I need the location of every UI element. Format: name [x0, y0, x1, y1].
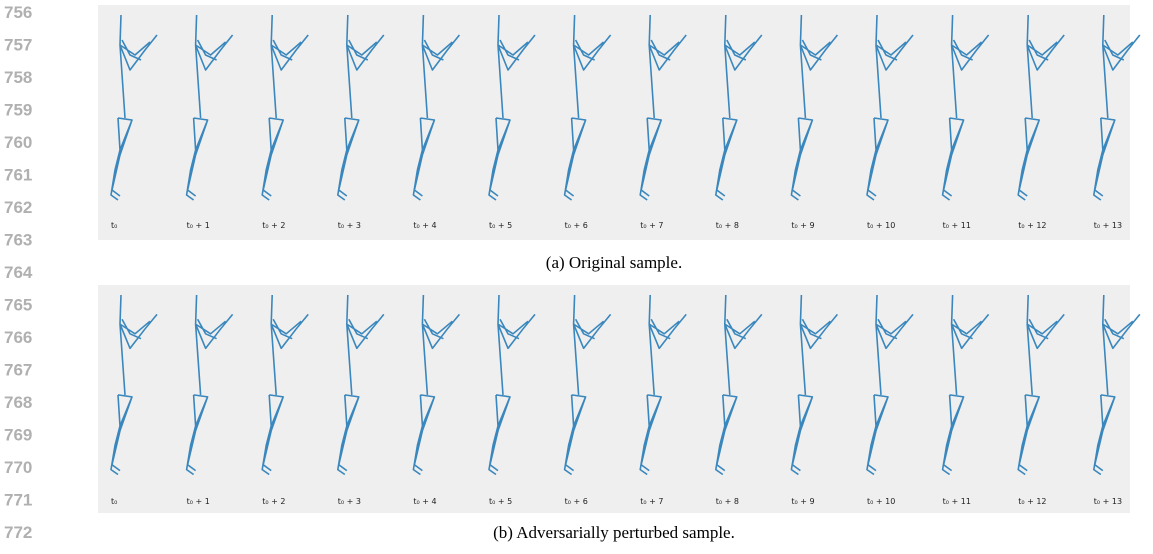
line-number: 765 [4, 296, 32, 315]
frame-label: t₀ + 1 [187, 221, 210, 230]
line-number: 758 [4, 68, 32, 87]
panel-a-background [98, 5, 1130, 240]
frame-label: t₀ + 10 [867, 497, 895, 506]
frame-label: t₀ + 4 [413, 221, 436, 230]
frame-label: t₀ + 12 [1018, 221, 1046, 230]
line-number: 760 [4, 133, 32, 152]
frame-label: t₀ + 8 [716, 221, 739, 230]
frame-label: t₀ [111, 497, 117, 506]
frame-label: t₀ + 10 [867, 221, 895, 230]
frame-label: t₀ + 5 [489, 497, 512, 506]
frame-label: t₀ + 3 [338, 497, 361, 506]
frame-label: t₀ + 2 [262, 221, 285, 230]
frame-label: t₀ + 7 [640, 497, 663, 506]
frame-label: t₀ + 3 [338, 221, 361, 230]
line-number: 759 [4, 101, 32, 120]
line-number: 761 [4, 166, 32, 185]
line-number: 770 [4, 458, 32, 477]
frame-label: t₀ + 7 [640, 221, 663, 230]
frame-label: t₀ + 6 [565, 221, 588, 230]
frame-label: t₀ + 12 [1018, 497, 1046, 506]
line-number: 772 [4, 523, 32, 542]
caption: (a) Original sample. [546, 253, 682, 272]
line-number: 766 [4, 328, 32, 347]
frame-label: t₀ + 13 [1094, 221, 1122, 230]
frame-label: t₀ + 9 [791, 221, 814, 230]
frame-label: t₀ + 5 [489, 221, 512, 230]
frame-label: t₀ + 13 [1094, 497, 1122, 506]
page: 756 757 758 759 760 761 762 763 764 765 766 767 768 7… [0, 0, 1153, 554]
frame-label: t₀ + 4 [413, 497, 436, 506]
frame-label: t₀ + 2 [262, 497, 285, 506]
line-number: 767 [4, 361, 32, 380]
line-number: 769 [4, 426, 32, 445]
line-number: 756 [4, 3, 32, 22]
line-number: 757 [4, 36, 32, 55]
line-number: 768 [4, 393, 32, 412]
frame-label: t₀ + 6 [565, 497, 588, 506]
line-number: 764 [4, 263, 33, 282]
frame-label: t₀ + 11 [943, 497, 971, 506]
frame-label: t₀ + 8 [716, 497, 739, 506]
panel-b-background [98, 285, 1130, 513]
frame-label: t₀ + 9 [791, 497, 814, 506]
line-number: 763 [4, 231, 32, 250]
frame-label: t₀ + 11 [943, 221, 971, 230]
frame-label: t₀ [111, 221, 117, 230]
frame-label: t₀ + 1 [187, 497, 210, 506]
caption: (b) Adversarially perturbed sample. [493, 523, 735, 542]
line-number: 762 [4, 198, 32, 217]
line-number: 771 [4, 491, 32, 510]
